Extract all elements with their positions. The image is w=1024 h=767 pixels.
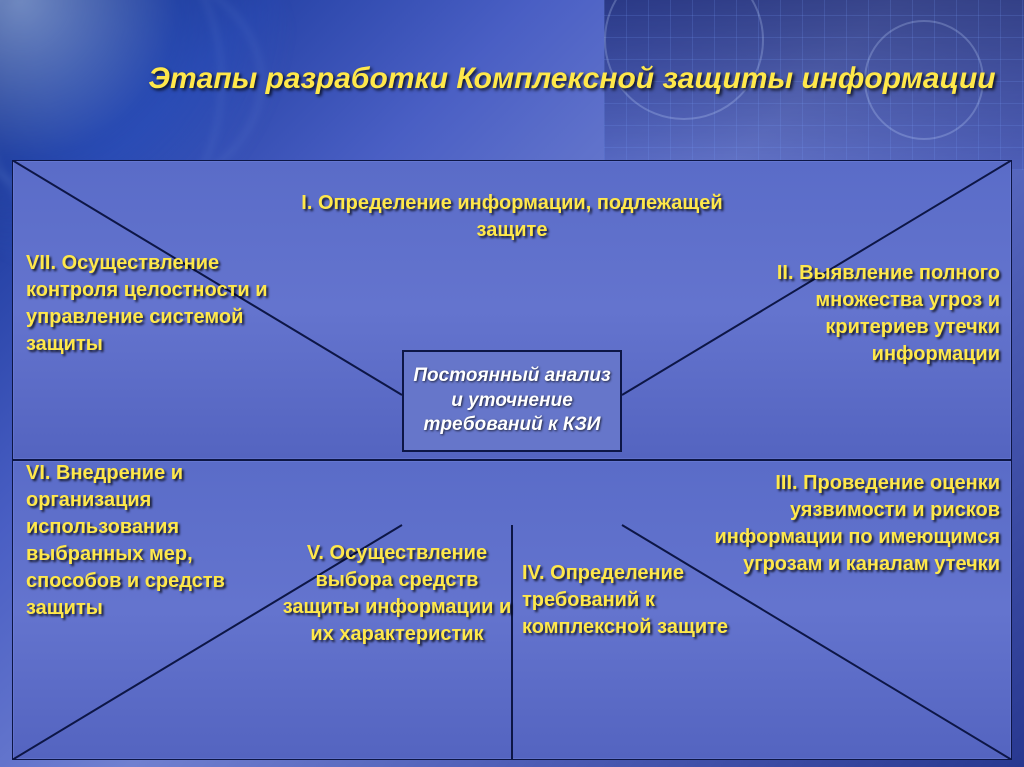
segment-4: IV. Определение требований к комплексной… <box>522 560 742 641</box>
segment-6: VI. Внедрение и организация использовани… <box>26 460 271 622</box>
segment-3: III. Проведение оценки уязвимости и риск… <box>700 470 1000 578</box>
segment-2: II. Выявление полного множества угроз и … <box>740 260 1000 368</box>
page-title: Этапы разработки Комплексной защиты инфо… <box>140 60 1004 98</box>
segment-5: V. Осуществление выбора средств защиты и… <box>282 540 512 648</box>
diagram-container: Постоянный анализ и уточнение требований… <box>12 160 1012 760</box>
segment-1: I. Определение информации, подлежащей за… <box>282 190 742 244</box>
center-box: Постоянный анализ и уточнение требований… <box>402 350 622 452</box>
segment-7: VII. Осуществление контроля целостности … <box>26 250 271 358</box>
